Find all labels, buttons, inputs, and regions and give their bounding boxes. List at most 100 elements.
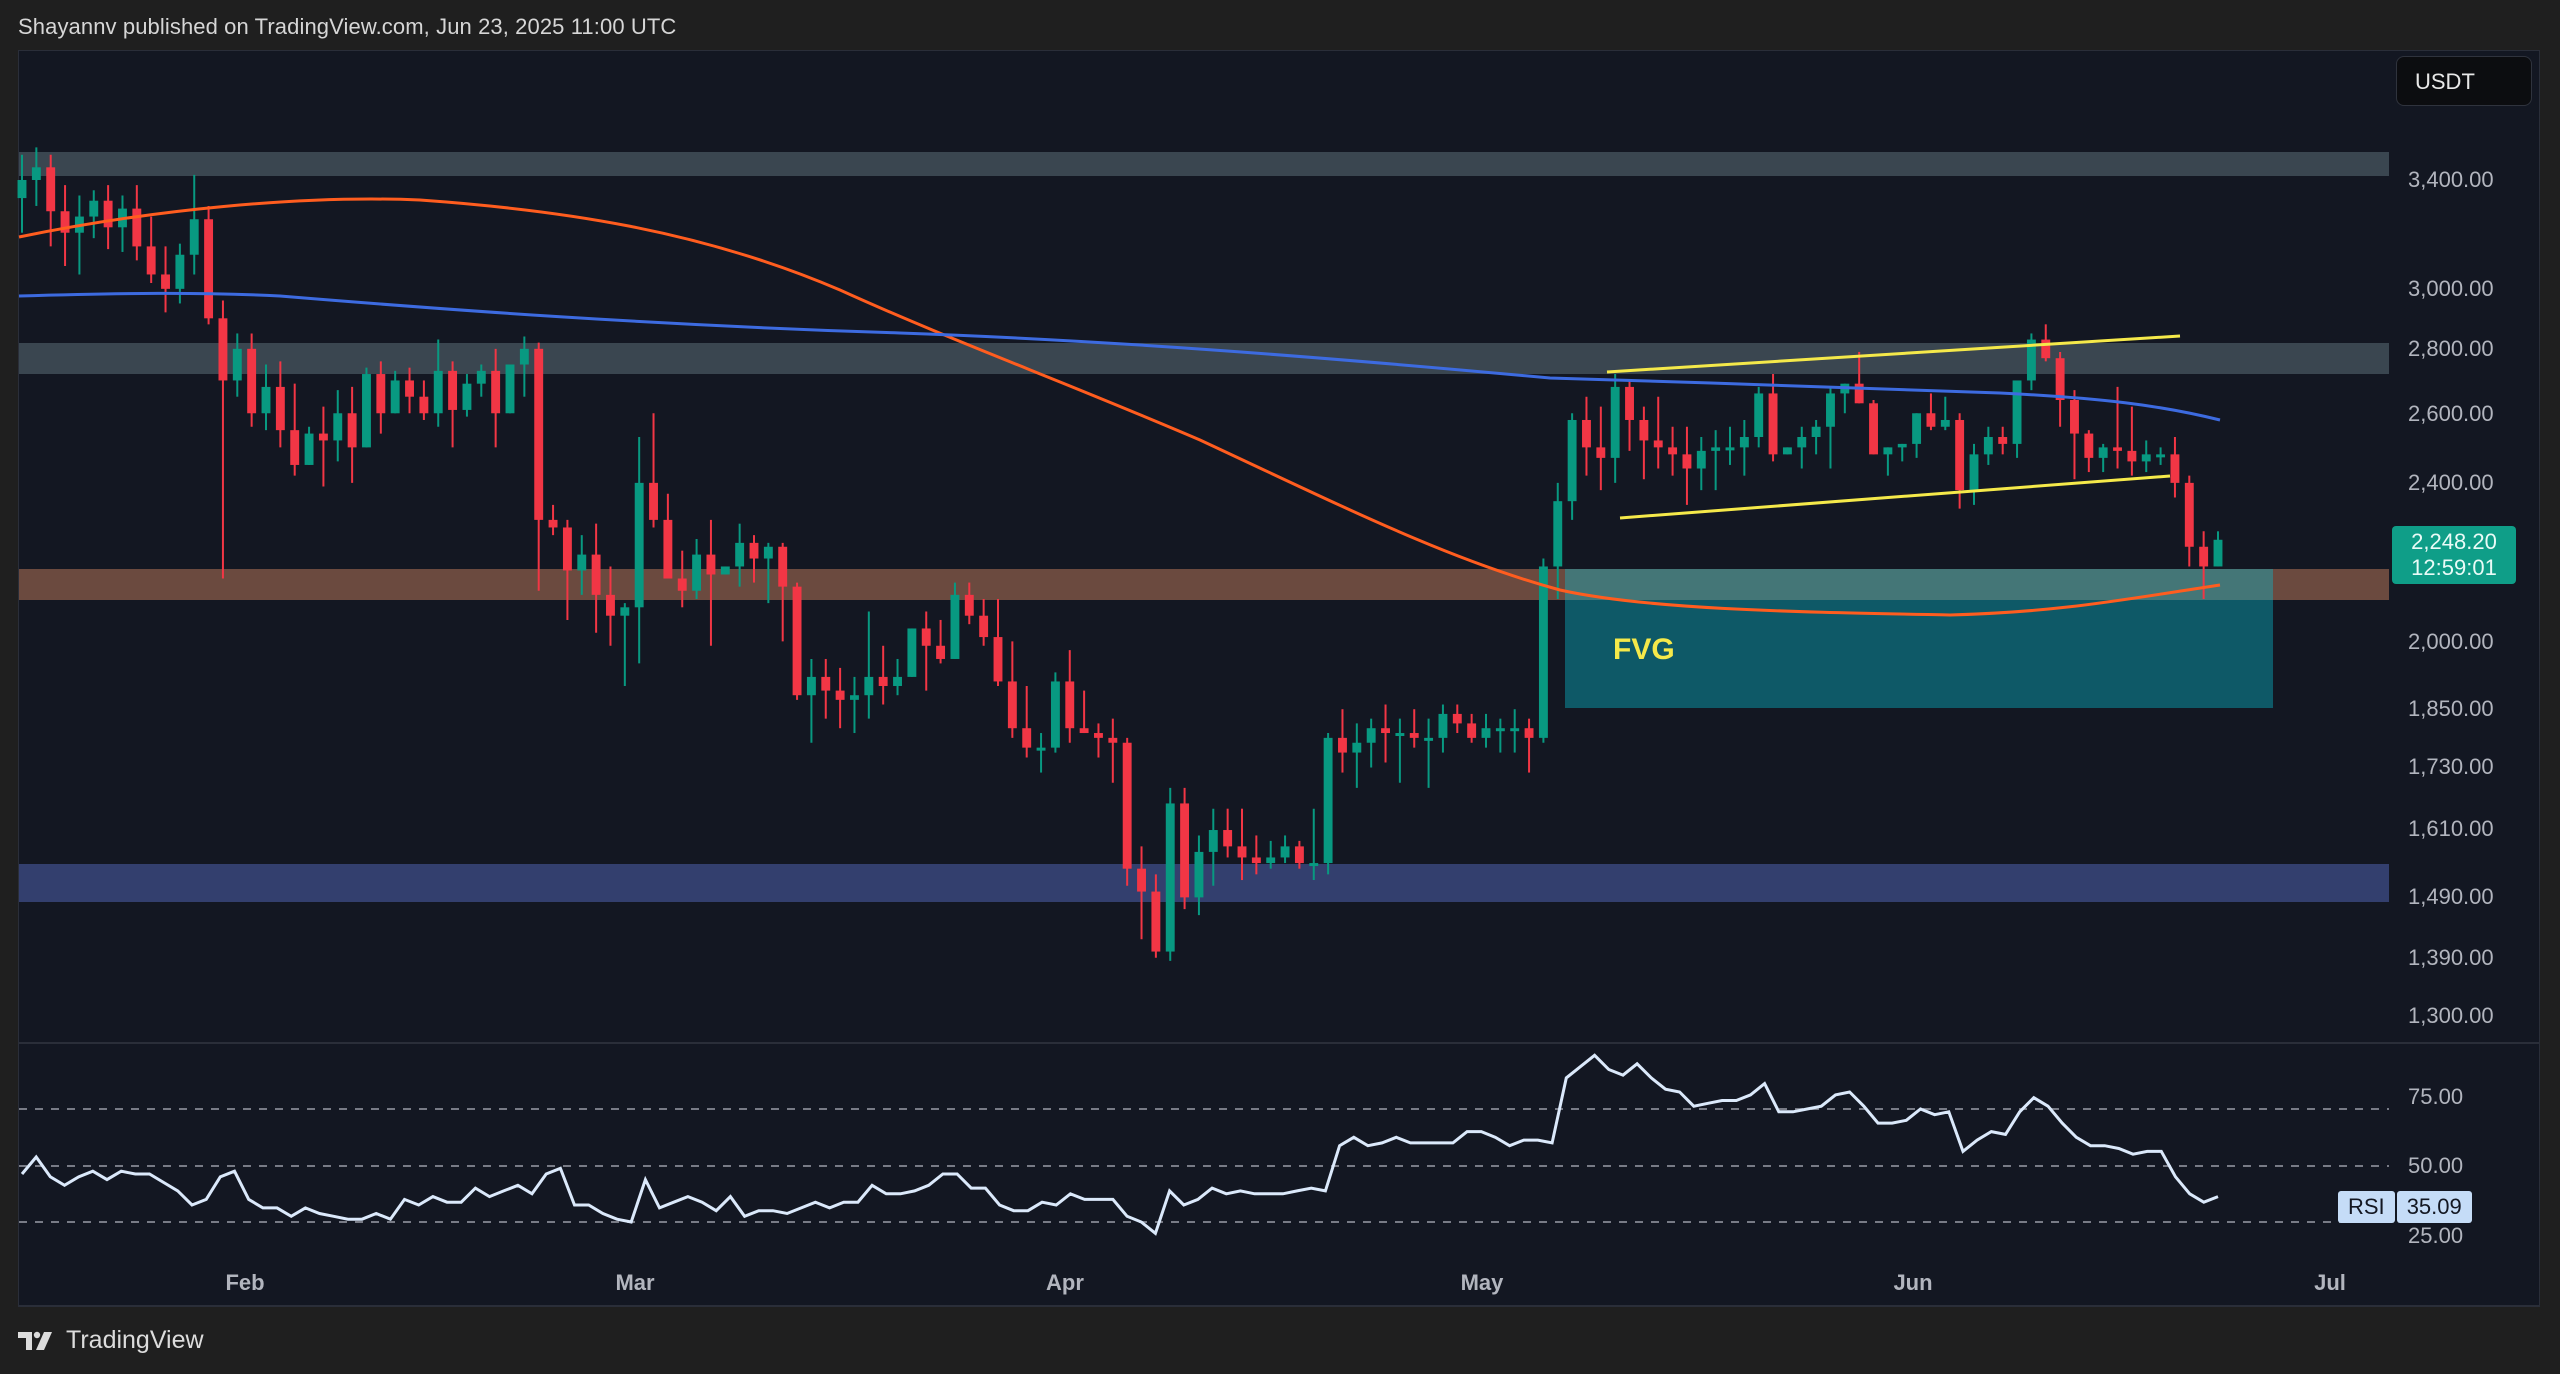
candle-bull [1940, 419, 1950, 427]
candle-bear [2113, 447, 2122, 451]
candle-bull [620, 607, 630, 616]
candle-bull [634, 482, 644, 608]
candle-bear [1251, 857, 1261, 864]
candle-bull [850, 695, 859, 700]
candle-bear [2055, 358, 2065, 400]
candle-bear [204, 219, 214, 319]
candle-bull [476, 370, 486, 384]
candle-bear [218, 318, 228, 381]
candle-bear [1854, 383, 1864, 404]
candle-bear [677, 578, 687, 591]
candle-bear [1452, 713, 1462, 724]
candle-bull [1208, 830, 1218, 852]
candle-bear [376, 374, 386, 414]
candle-bear [2199, 546, 2209, 567]
candle-bear [2084, 433, 2094, 458]
price-tick: 2,000.00 [2408, 629, 2494, 654]
candle-bull [763, 546, 773, 559]
candle-bull [433, 370, 443, 414]
bar-countdown: 12:59:01 [2411, 555, 2497, 580]
candle-bear [591, 554, 601, 595]
candle-bull [1495, 728, 1505, 732]
candle-bear [275, 386, 285, 431]
candle-bear [1094, 733, 1103, 738]
candle-bear [1007, 681, 1017, 729]
candle-bull [1366, 728, 1376, 743]
candle-bear [347, 413, 357, 448]
candle-bull [1395, 733, 1405, 737]
candle-bull [950, 594, 960, 659]
candle-bear [1294, 846, 1304, 864]
candle-bull [1610, 386, 1620, 458]
candle-bull [261, 386, 271, 414]
candle-bear [1926, 413, 1936, 427]
candle-bear [132, 208, 142, 247]
candle-bear [2127, 450, 2137, 462]
candle-bull [1280, 846, 1290, 858]
candle-bear [1625, 386, 1634, 420]
candlestick-series [17, 147, 2223, 961]
candle-bull [1883, 447, 1893, 455]
candle-bull [31, 167, 41, 180]
publisher-line: Shayannv published on TradingView.com, J… [18, 14, 677, 39]
currency-selector[interactable]: USDT [2396, 56, 2532, 106]
candle-bear [821, 676, 831, 691]
candle-bear [1381, 728, 1390, 734]
month-jun: Jun [1893, 1270, 1932, 1295]
candle-bull [1194, 851, 1204, 898]
candle-bear [1596, 447, 1606, 458]
candle-bear [606, 594, 615, 616]
candle-bear [878, 676, 888, 687]
candle-bear [534, 348, 544, 520]
candle-bull [519, 348, 529, 365]
candle-bear [1137, 868, 1146, 892]
price-tick: 2,400.00 [2408, 470, 2494, 495]
wedge-upper-line [1606, 334, 2181, 374]
candle-bear [2041, 339, 2051, 359]
candle-bull [864, 676, 874, 696]
candle-bear [1409, 733, 1419, 738]
candle-bear [1122, 742, 1132, 869]
tradingview-brand[interactable]: TradingView [18, 1326, 204, 1355]
candle-bear [491, 370, 501, 414]
candle-bear [103, 200, 113, 228]
candle-bear [448, 370, 458, 410]
candle-bull [692, 554, 702, 591]
candle-bull [2156, 454, 2166, 458]
price-tick: 1,850.00 [2408, 696, 2494, 721]
month-jul: Jul [2314, 1270, 2346, 1295]
candle-bull [1811, 426, 1821, 438]
candle-bull [1165, 803, 1175, 952]
candle-bear [318, 433, 328, 441]
price-tick: 1,610.00 [2408, 816, 2494, 841]
candle-bull [1538, 566, 1548, 738]
candle-bull [1323, 737, 1333, 864]
candle-bull [232, 348, 242, 381]
candle-bull [1696, 450, 1706, 469]
candle-bear [1582, 419, 1591, 448]
candle-bull [175, 254, 185, 289]
candle-bear [419, 396, 429, 414]
candle-bear [921, 628, 931, 646]
candle-bull [1352, 742, 1362, 753]
candle-bull [1897, 443, 1907, 448]
candle-bull [1266, 857, 1276, 864]
candle-bear [2184, 482, 2194, 547]
candle-bear [964, 594, 974, 616]
month-may: May [1461, 1270, 1505, 1295]
candle-bear [1653, 440, 1663, 448]
ma-blue-line [18, 291, 2221, 422]
candle-bull [390, 380, 400, 414]
fvg-overlap [1565, 569, 2273, 600]
rsi-tick: 50.00 [2408, 1153, 2463, 1178]
price-tick: 1,730.00 [2408, 754, 2494, 779]
fvg-label: FVG [1613, 633, 1675, 666]
candle-bull [1050, 681, 1060, 748]
candle-bull [1510, 728, 1520, 732]
candle-bear [146, 246, 156, 275]
price-tick: 3,000.00 [2408, 276, 2494, 301]
month-apr: Apr [1046, 1270, 1084, 1295]
rsi-tick: 25.00 [2408, 1223, 2463, 1248]
candle-bear [1065, 681, 1075, 729]
